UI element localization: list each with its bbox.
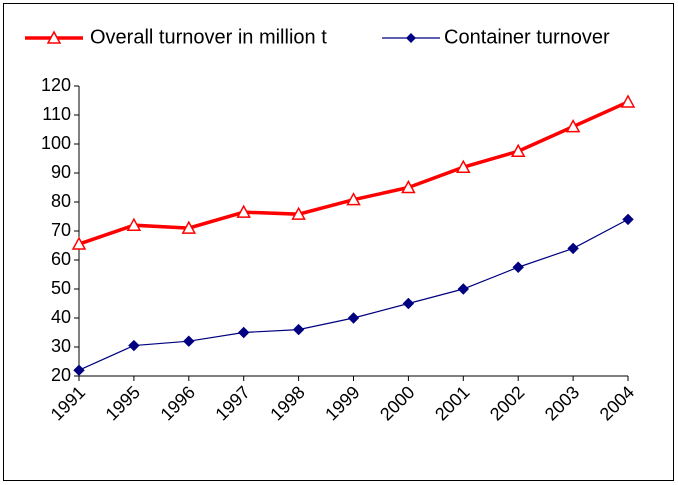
data-point xyxy=(402,297,415,310)
y-tick-label: 110 xyxy=(42,104,71,124)
data-point xyxy=(71,236,87,250)
y-tick-label: 30 xyxy=(51,336,71,356)
data-point xyxy=(456,159,471,173)
y-tick-label: 80 xyxy=(51,191,71,211)
y-tick-label: 90 xyxy=(51,162,71,182)
data-point xyxy=(567,242,579,255)
y-tick-label: 120 xyxy=(41,75,71,95)
data-point xyxy=(236,204,251,218)
legend-label: Container turnover xyxy=(444,26,610,48)
data-point xyxy=(128,339,140,352)
legend-label: Overall turnover in million t xyxy=(90,26,327,48)
data-point xyxy=(347,312,360,324)
y-tick-label: 20 xyxy=(51,365,71,385)
data-point xyxy=(292,323,305,336)
legend-marker xyxy=(46,30,62,44)
y-tick-label: 40 xyxy=(51,307,71,327)
data-point xyxy=(457,283,470,295)
data-point xyxy=(346,192,361,206)
data-point xyxy=(565,119,581,133)
data-point xyxy=(126,217,142,231)
data-point xyxy=(291,206,306,220)
data-point xyxy=(237,326,250,339)
y-tick-label: 100 xyxy=(41,133,71,153)
data-point xyxy=(512,261,524,273)
legend-marker xyxy=(406,33,416,43)
y-tick-label: 50 xyxy=(51,278,71,298)
data-point xyxy=(622,213,634,226)
data-point xyxy=(620,94,636,108)
y-tick-label: 70 xyxy=(51,220,71,240)
data-point xyxy=(401,179,416,194)
data-point xyxy=(510,143,526,157)
data-point xyxy=(183,335,195,347)
data-point xyxy=(73,364,85,376)
chart-border xyxy=(3,3,674,481)
data-point xyxy=(181,220,197,234)
y-tick-label: 60 xyxy=(51,249,71,269)
